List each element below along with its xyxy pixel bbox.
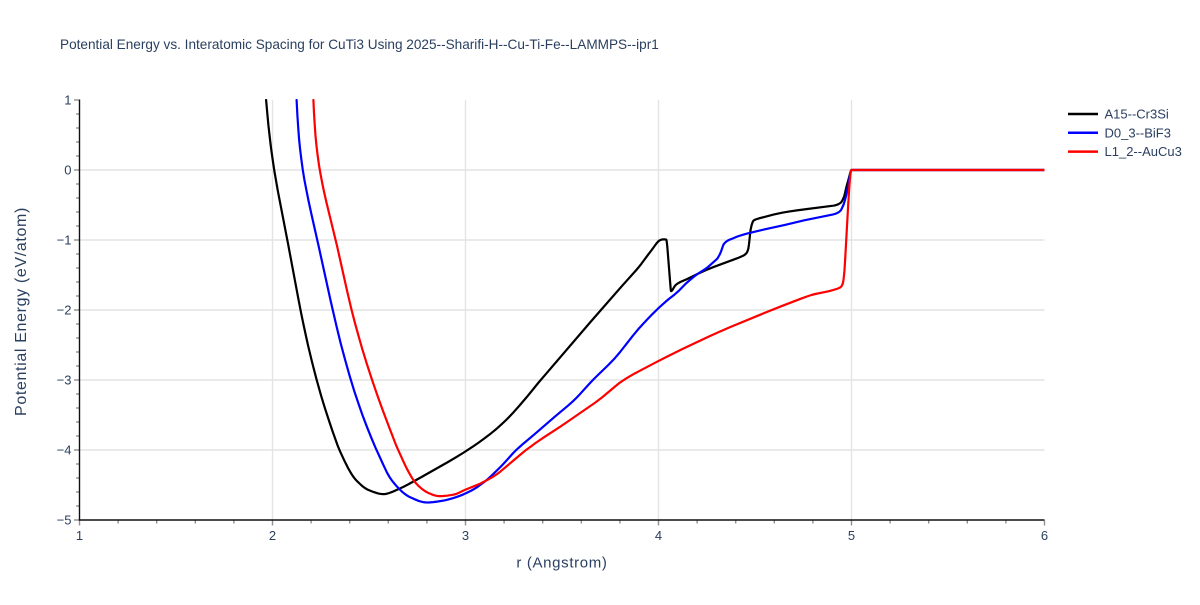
svg-text:A15--Cr3Si: A15--Cr3Si xyxy=(1105,107,1169,122)
svg-text:1: 1 xyxy=(76,528,83,543)
svg-text:Potential Energy (eV/atom): Potential Energy (eV/atom) xyxy=(13,207,30,416)
svg-text:1: 1 xyxy=(64,93,71,108)
svg-text:6: 6 xyxy=(1041,528,1048,543)
svg-text:−2: −2 xyxy=(57,303,72,318)
svg-text:−1: −1 xyxy=(57,233,72,248)
svg-text:−4: −4 xyxy=(57,443,72,458)
svg-text:r (Angstrom): r (Angstrom) xyxy=(516,555,607,572)
svg-text:−3: −3 xyxy=(57,373,72,388)
svg-text:L1_2--AuCu3: L1_2--AuCu3 xyxy=(1105,144,1182,159)
svg-text:Potential Energy vs. Interatom: Potential Energy vs. Interatomic Spacing… xyxy=(60,37,659,52)
svg-text:5: 5 xyxy=(848,528,855,543)
svg-text:−5: −5 xyxy=(57,513,72,528)
svg-text:3: 3 xyxy=(462,528,469,543)
svg-text:2: 2 xyxy=(269,528,276,543)
svg-text:D0_3--BiF3: D0_3--BiF3 xyxy=(1105,125,1171,140)
svg-text:4: 4 xyxy=(655,528,662,543)
svg-text:0: 0 xyxy=(64,163,71,178)
